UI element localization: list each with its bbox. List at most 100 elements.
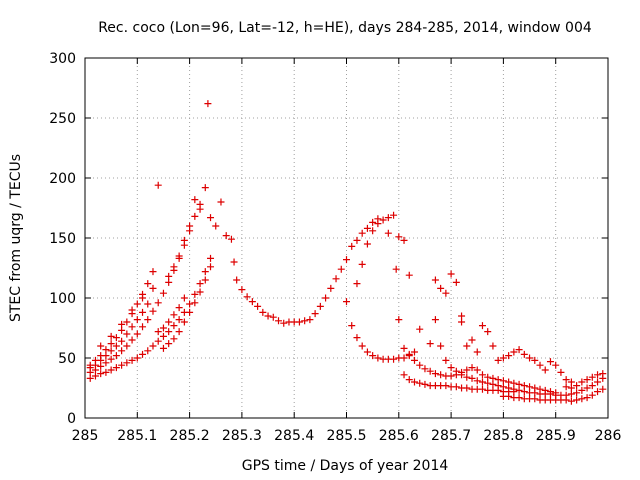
data-point	[562, 383, 570, 391]
data-point	[363, 240, 371, 248]
grid-lines	[85, 58, 608, 418]
data-point	[97, 342, 105, 350]
data-point	[264, 312, 272, 320]
data-point	[541, 366, 549, 374]
data-point	[546, 390, 554, 398]
data-point	[337, 265, 345, 273]
data-point	[573, 389, 581, 397]
data-point	[133, 316, 141, 324]
data-point	[128, 336, 136, 344]
data-point	[588, 382, 596, 390]
data-point	[515, 380, 523, 388]
y-axis-label: STEC from uqrg / TECUs	[8, 154, 24, 322]
data-point	[567, 397, 575, 405]
data-point	[531, 395, 539, 403]
x-tick-label: 286	[595, 428, 622, 444]
data-point	[102, 368, 110, 376]
data-point	[478, 385, 486, 393]
y-tick-label: 50	[58, 351, 76, 367]
data-point	[499, 377, 507, 385]
data-point	[201, 184, 209, 192]
data-point	[510, 348, 518, 356]
data-point	[526, 383, 534, 391]
data-point	[133, 300, 141, 308]
data-point	[494, 376, 502, 384]
data-point	[520, 388, 528, 396]
x-tick-label: 285.7	[431, 428, 471, 444]
data-point	[97, 356, 105, 364]
data-point	[416, 379, 424, 387]
data-point	[499, 354, 507, 362]
data-point	[510, 379, 518, 387]
data-point	[118, 347, 126, 355]
data-point	[468, 336, 476, 344]
data-point	[458, 371, 466, 379]
data-point	[186, 300, 194, 308]
data-point	[154, 337, 162, 345]
data-point	[107, 332, 115, 340]
data-point	[468, 374, 476, 382]
data-point	[478, 378, 486, 386]
data-point	[144, 347, 152, 355]
data-point	[170, 335, 178, 343]
data-point	[191, 212, 199, 220]
data-point	[405, 376, 413, 384]
y-tick-label: 100	[49, 291, 76, 307]
data-point	[353, 334, 361, 342]
data-point	[348, 242, 356, 250]
data-point	[165, 272, 173, 280]
y-tick-label: 0	[67, 411, 76, 427]
data-point	[144, 300, 152, 308]
data-point	[217, 198, 225, 206]
data-point	[123, 318, 131, 326]
data-point	[175, 252, 183, 260]
data-point	[588, 391, 596, 399]
data-point	[499, 383, 507, 391]
data-point	[452, 383, 460, 391]
data-point	[536, 361, 544, 369]
data-point	[505, 378, 513, 386]
data-point	[416, 361, 424, 369]
data-point	[123, 342, 131, 350]
data-point	[196, 280, 204, 288]
data-point	[204, 100, 212, 108]
data-point	[410, 378, 418, 386]
data-point	[431, 276, 439, 284]
data-point	[207, 254, 215, 262]
data-point	[139, 350, 147, 358]
data-point	[191, 299, 199, 307]
data-point	[311, 310, 319, 318]
data-point	[583, 376, 591, 384]
data-point	[463, 384, 471, 392]
data-point	[567, 390, 575, 398]
y-tick-label: 250	[49, 111, 76, 127]
data-point	[154, 328, 162, 336]
data-point	[468, 364, 476, 372]
data-point	[123, 359, 131, 367]
data-point	[531, 389, 539, 397]
data-point	[207, 263, 215, 271]
data-point	[473, 348, 481, 356]
data-points	[86, 100, 607, 405]
data-point	[447, 372, 455, 380]
data-point	[139, 323, 147, 331]
data-point	[437, 284, 445, 292]
data-point	[400, 354, 408, 362]
data-point	[133, 354, 141, 362]
data-point	[531, 356, 539, 364]
data-point	[526, 354, 534, 362]
x-tick-label: 285.5	[326, 428, 366, 444]
data-point	[128, 323, 136, 331]
data-point	[159, 324, 167, 332]
data-point	[154, 299, 162, 307]
data-point	[97, 370, 105, 378]
data-point	[494, 382, 502, 390]
data-point	[191, 290, 199, 298]
data-point	[395, 233, 403, 241]
data-point	[86, 364, 94, 372]
data-point	[567, 384, 575, 392]
data-point	[139, 294, 147, 302]
data-point	[400, 236, 408, 244]
data-point	[416, 325, 424, 333]
